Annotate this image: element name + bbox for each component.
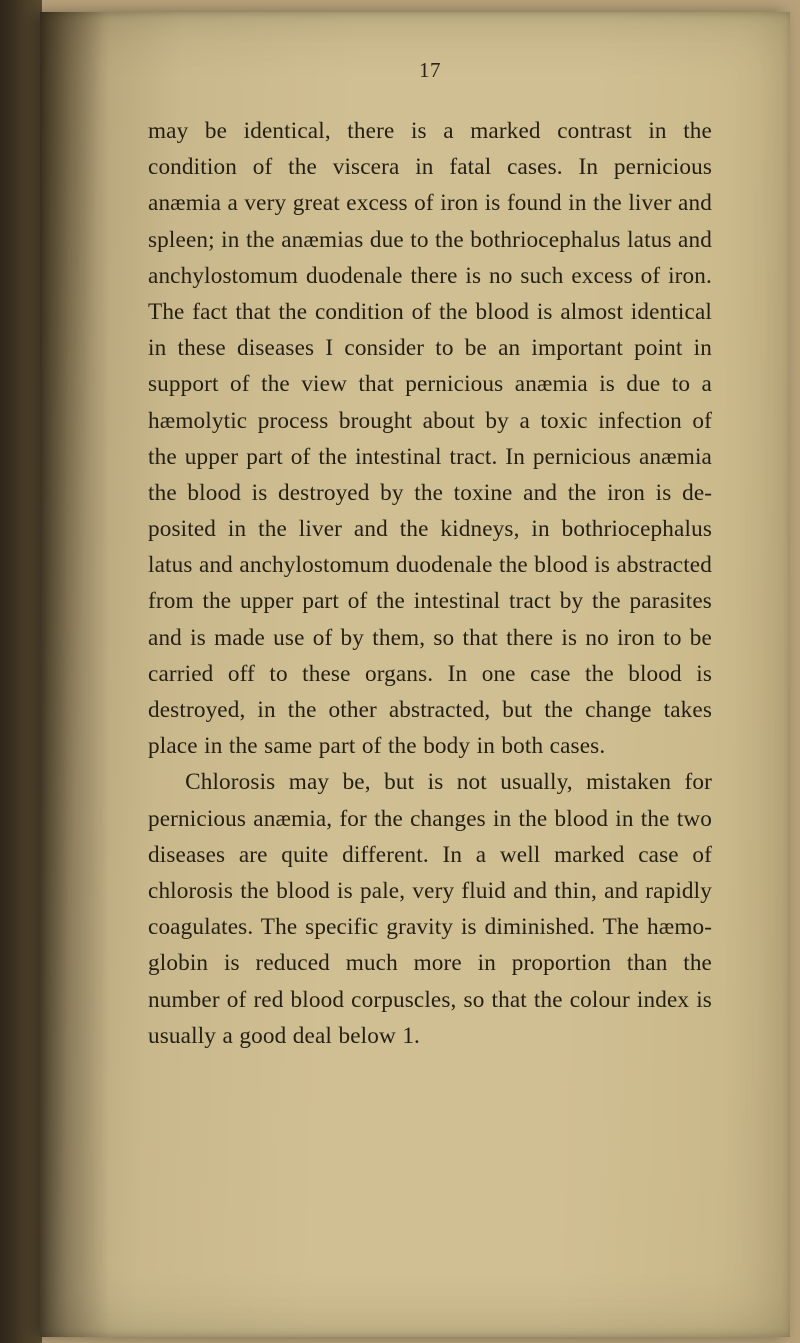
book-spine-edge — [0, 0, 42, 1343]
book-page: 17 may be identical, there is a marked c… — [40, 12, 790, 1337]
body-paragraph: Chlorosis may be, but is not usually, mi… — [148, 764, 712, 1054]
gutter-shadow — [40, 12, 110, 1337]
page-number: 17 — [148, 58, 712, 83]
body-paragraph: may be identical, there is a marked cont… — [148, 113, 712, 764]
